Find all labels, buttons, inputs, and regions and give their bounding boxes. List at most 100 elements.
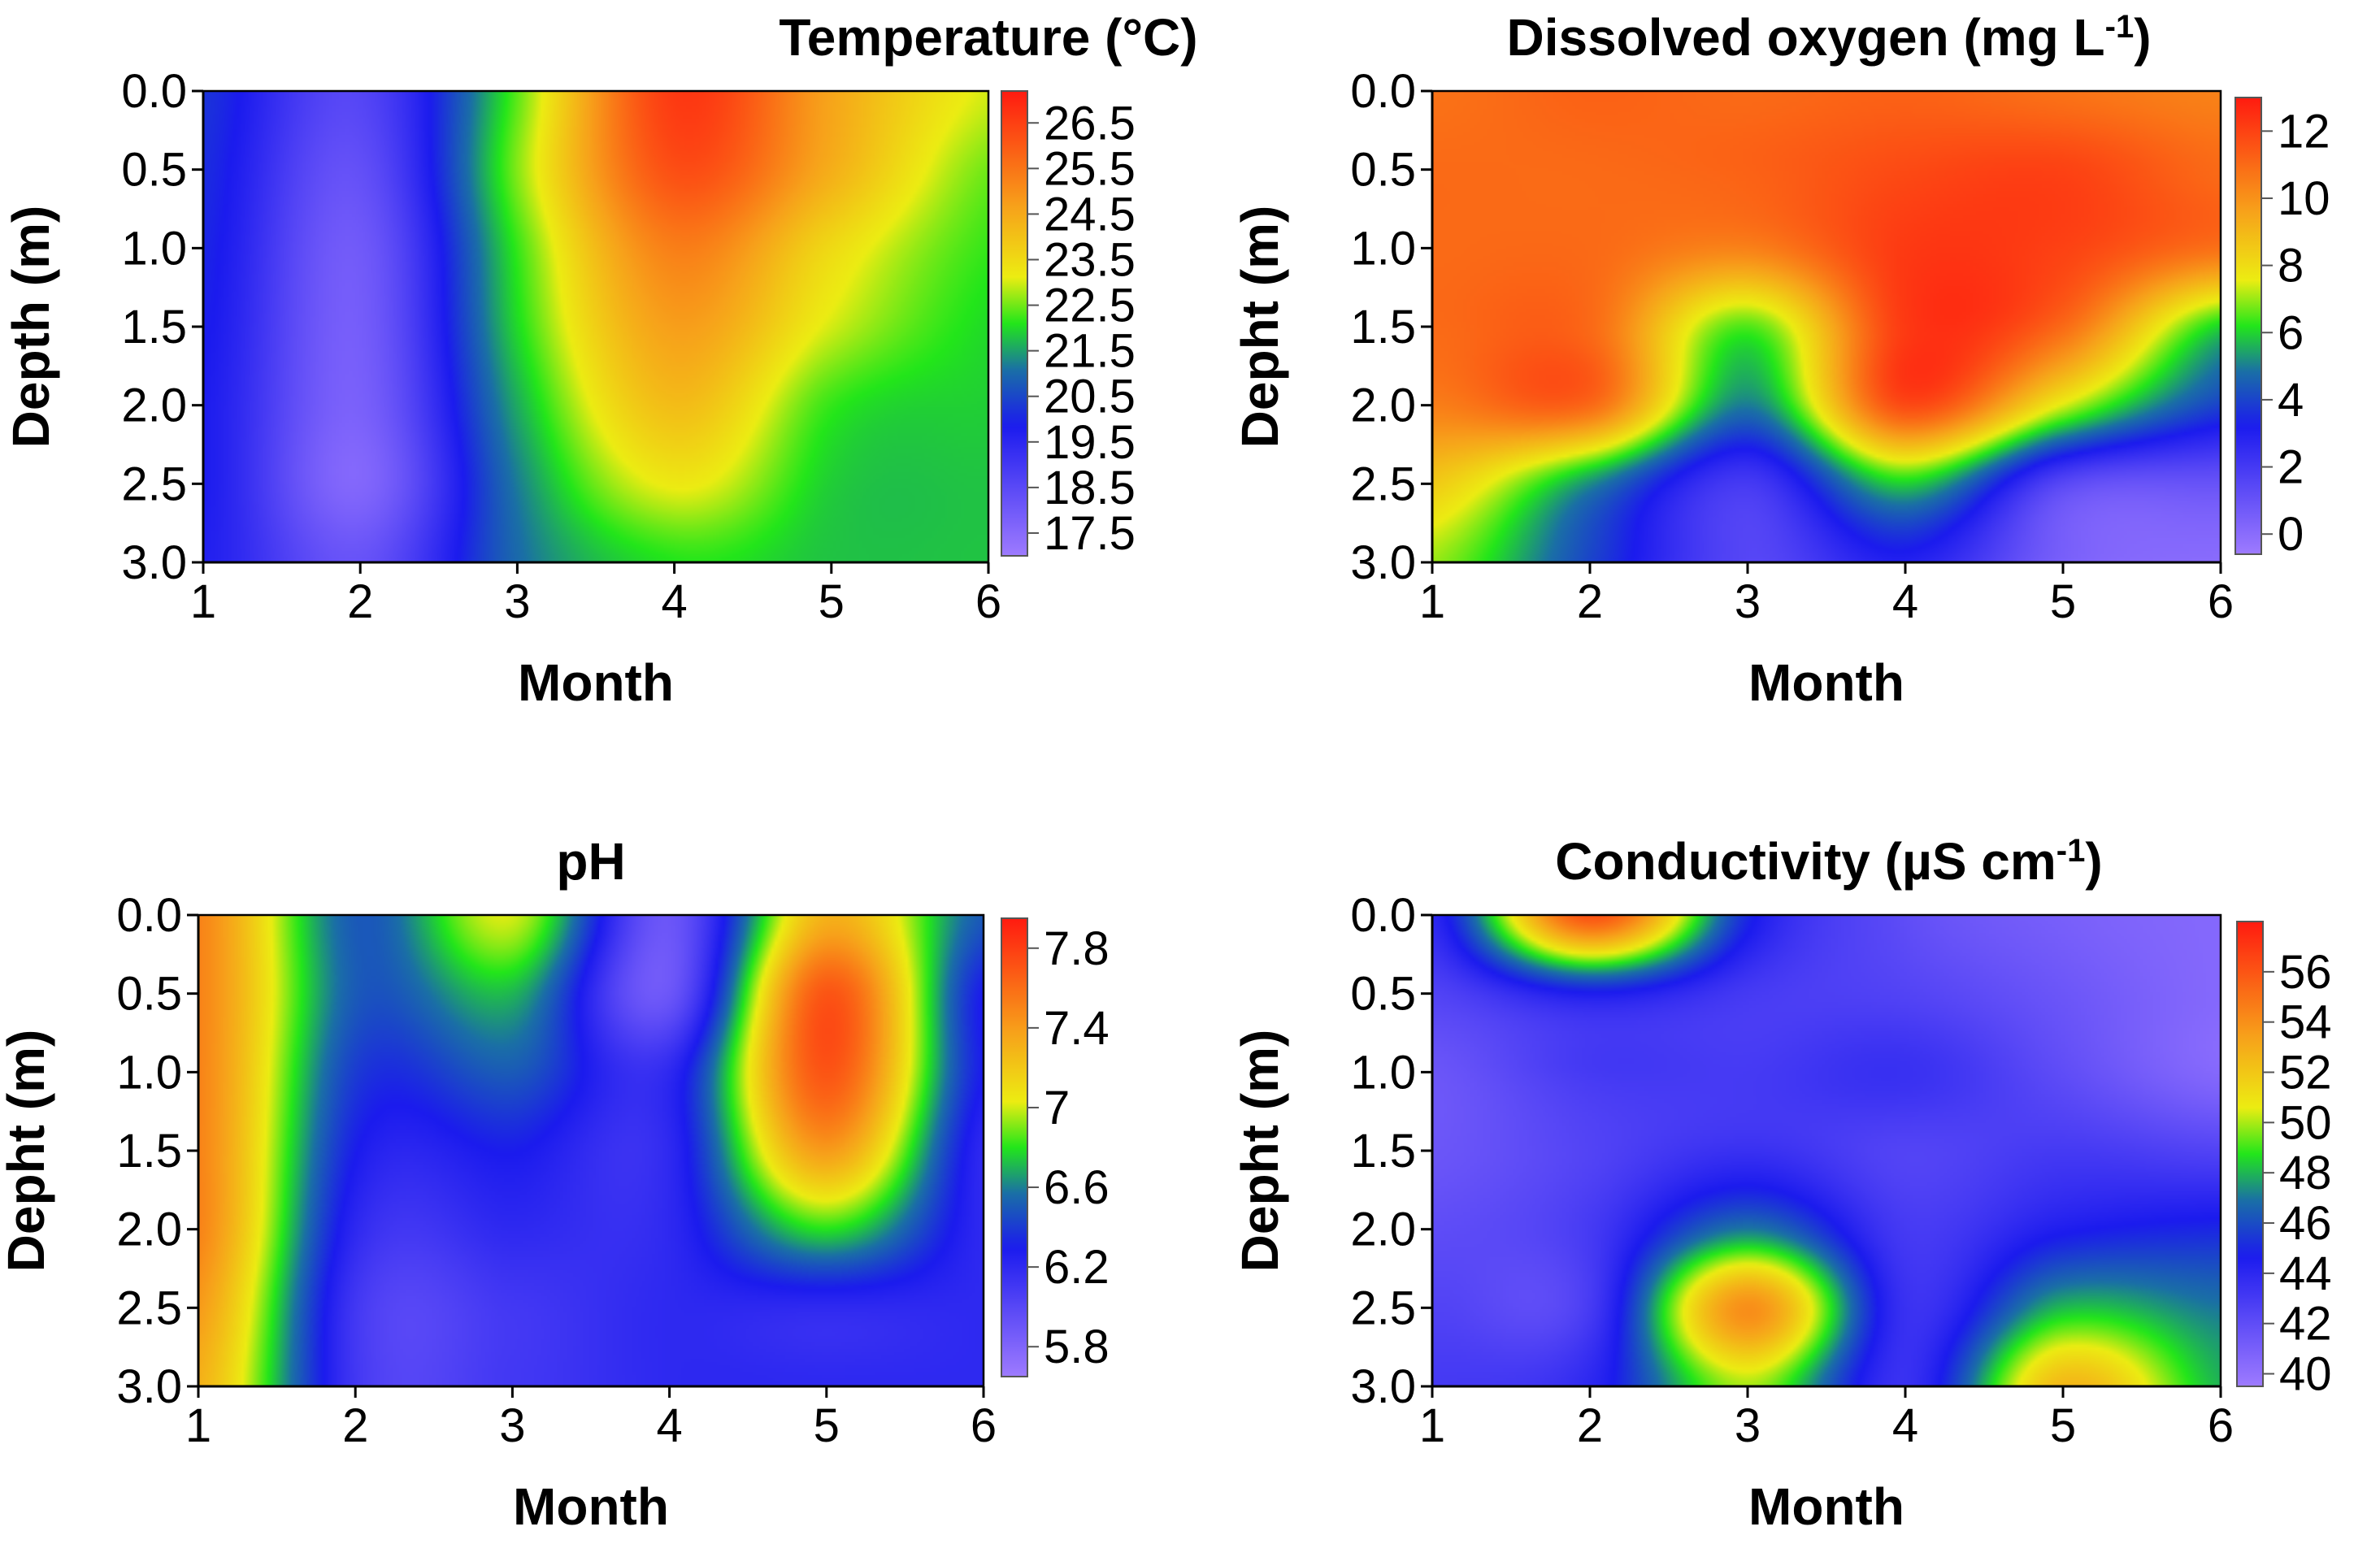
y-tick-label: 0.0 (121, 65, 187, 118)
y-tick-label: 3.0 (116, 1360, 182, 1413)
x-tick-label: 2 (1577, 1399, 1603, 1452)
colorbar-tick-label: 2 (2278, 441, 2304, 494)
heatmap-field (1432, 91, 2221, 562)
colorbar-frame (2235, 97, 2262, 555)
x-tick-label: 6 (2208, 575, 2234, 628)
title-suffix: ) (2134, 8, 2151, 67)
colorbar-tick-label: 17.5 (1044, 507, 1136, 560)
y-tick-label: 2.5 (121, 458, 187, 510)
colorbar-tick-label: 19.5 (1044, 416, 1136, 469)
colorbar-tick-label: 7 (1044, 1082, 1070, 1134)
x-tick-label: 5 (814, 1399, 840, 1452)
colorbar (1001, 91, 1027, 556)
panel-2: Dissolved oxygen (mg L-1)1 2 3 4 5 60.00.51.0… (1231, 8, 2330, 712)
colorbar-tick-label: 52 (2279, 1047, 2332, 1099)
colorbar-tick-label: 48 (2279, 1147, 2332, 1199)
title-suffix: ) (2085, 832, 2102, 891)
panel-title: Dissolved oxygen (mg L-1) (1506, 8, 2151, 67)
colorbar-tick-label: 22.5 (1044, 280, 1136, 332)
panel-title: pH (556, 832, 625, 891)
x-tick-label: 4 (656, 1399, 682, 1452)
colorbar-tick-label: 10 (2278, 172, 2330, 225)
y-tick-label: 2.0 (116, 1204, 182, 1256)
y-axis-label: Depth (m) (2, 206, 60, 449)
colorbar-tick-label: 4 (2278, 374, 2304, 427)
y-tick-label: 0.0 (1350, 65, 1416, 118)
y-tick-label: 2.5 (116, 1282, 182, 1334)
colorbar-tick-label: 42 (2279, 1298, 2332, 1351)
x-tick-label: 3 (1735, 575, 1761, 628)
y-axis-label: Depht (m) (1231, 206, 1289, 449)
y-tick-label: 2.5 (1350, 1282, 1416, 1334)
y-tick-label: 1.5 (1350, 1125, 1416, 1178)
panel-4: Conductivity (µS cm-1)1 2 3 4 5 60.00.51.01.5… (1231, 832, 2332, 1536)
y-tick-label: 2.0 (1350, 379, 1416, 432)
colorbar (1001, 918, 1027, 1377)
y-tick-label: 0.5 (1350, 144, 1416, 197)
y-axis-label: Depht (m) (0, 1030, 55, 1273)
x-axis-label: Month (513, 1477, 669, 1536)
x-tick-label: 6 (2208, 1399, 2234, 1452)
colorbar-frame (1001, 917, 1028, 1377)
x-axis-label: Month (1748, 653, 1904, 712)
colorbar-tick-label: 7.4 (1044, 1002, 1110, 1055)
y-tick-label: 1.0 (1350, 222, 1416, 275)
y-tick-label: 1.0 (116, 1046, 182, 1099)
y-tick-label: 0.0 (116, 889, 182, 942)
x-tick-label: 6 (975, 575, 1001, 628)
colorbar-tick-label: 12 (2278, 105, 2330, 158)
x-tick-label: 3 (504, 575, 530, 628)
heatmap-field (198, 915, 984, 1386)
colorbar-tick-label: 21.5 (1044, 325, 1136, 378)
heatmap-field (203, 91, 988, 562)
x-tick-label: 2 (347, 575, 373, 628)
y-tick-label: 1.5 (116, 1125, 182, 1178)
colorbar-frame (1001, 90, 1028, 557)
colorbar-tick-label: 46 (2279, 1197, 2332, 1250)
panel-title: Temperature (°C) (779, 8, 1197, 67)
y-tick-label: 3.0 (1350, 536, 1416, 589)
colorbar-tick-label: 24.5 (1044, 188, 1136, 241)
y-tick-label: 1.0 (1350, 1046, 1416, 1099)
y-tick-label: 3.0 (121, 536, 187, 589)
colorbar-tick-label: 56 (2279, 946, 2332, 999)
y-tick-label: 0.5 (121, 144, 187, 197)
y-tick-label: 2.0 (121, 379, 187, 432)
x-tick-label: 1 (185, 1399, 211, 1452)
colorbar-tick-label: 6.2 (1044, 1241, 1110, 1294)
x-tick-label: 5 (819, 575, 845, 628)
x-tick-label: 5 (2050, 575, 2076, 628)
x-tick-label: 2 (1577, 575, 1603, 628)
x-tick-label: 3 (1735, 1399, 1761, 1452)
colorbar-tick-label: 6 (2278, 306, 2304, 359)
y-tick-label: 2.5 (1350, 458, 1416, 510)
heatmap-field (1432, 915, 2221, 1386)
colorbar-tick-label: 26.5 (1044, 97, 1136, 150)
title-superscript: -1 (2105, 9, 2135, 45)
y-tick-label: 1.5 (121, 301, 187, 353)
colorbar-tick-label: 18.5 (1044, 462, 1136, 514)
colorbar-tick-label: 54 (2279, 996, 2332, 1049)
y-axis-label: Depht (m) (1231, 1030, 1289, 1273)
colorbar-frame (2236, 921, 2264, 1387)
x-tick-label: 2 (342, 1399, 368, 1452)
colorbar-tick-label: 5.8 (1044, 1321, 1110, 1373)
y-tick-label: 1.0 (121, 222, 187, 275)
x-tick-label: 3 (499, 1399, 525, 1452)
colorbar-tick-label: 25.5 (1044, 142, 1136, 195)
colorbar-tick-label: 44 (2279, 1247, 2332, 1300)
y-tick-label: 1.5 (1350, 301, 1416, 353)
colorbar-tick-label: 8 (2278, 240, 2304, 293)
x-tick-label: 5 (2050, 1399, 2076, 1452)
y-tick-label: 2.0 (1350, 1204, 1416, 1256)
x-axis-label: Month (518, 653, 674, 712)
colorbar-tick-label: 6.6 (1044, 1161, 1110, 1214)
x-tick-label: 4 (1892, 575, 1918, 628)
colorbar-tick-label: 0 (2278, 508, 2304, 561)
x-tick-label: 1 (1419, 575, 1445, 628)
colorbar-tick-label: 7.8 (1044, 922, 1110, 975)
x-axis-label: Month (1748, 1477, 1904, 1536)
y-tick-label: 0.5 (116, 968, 182, 1021)
colorbar-tick-label: 40 (2279, 1348, 2332, 1401)
